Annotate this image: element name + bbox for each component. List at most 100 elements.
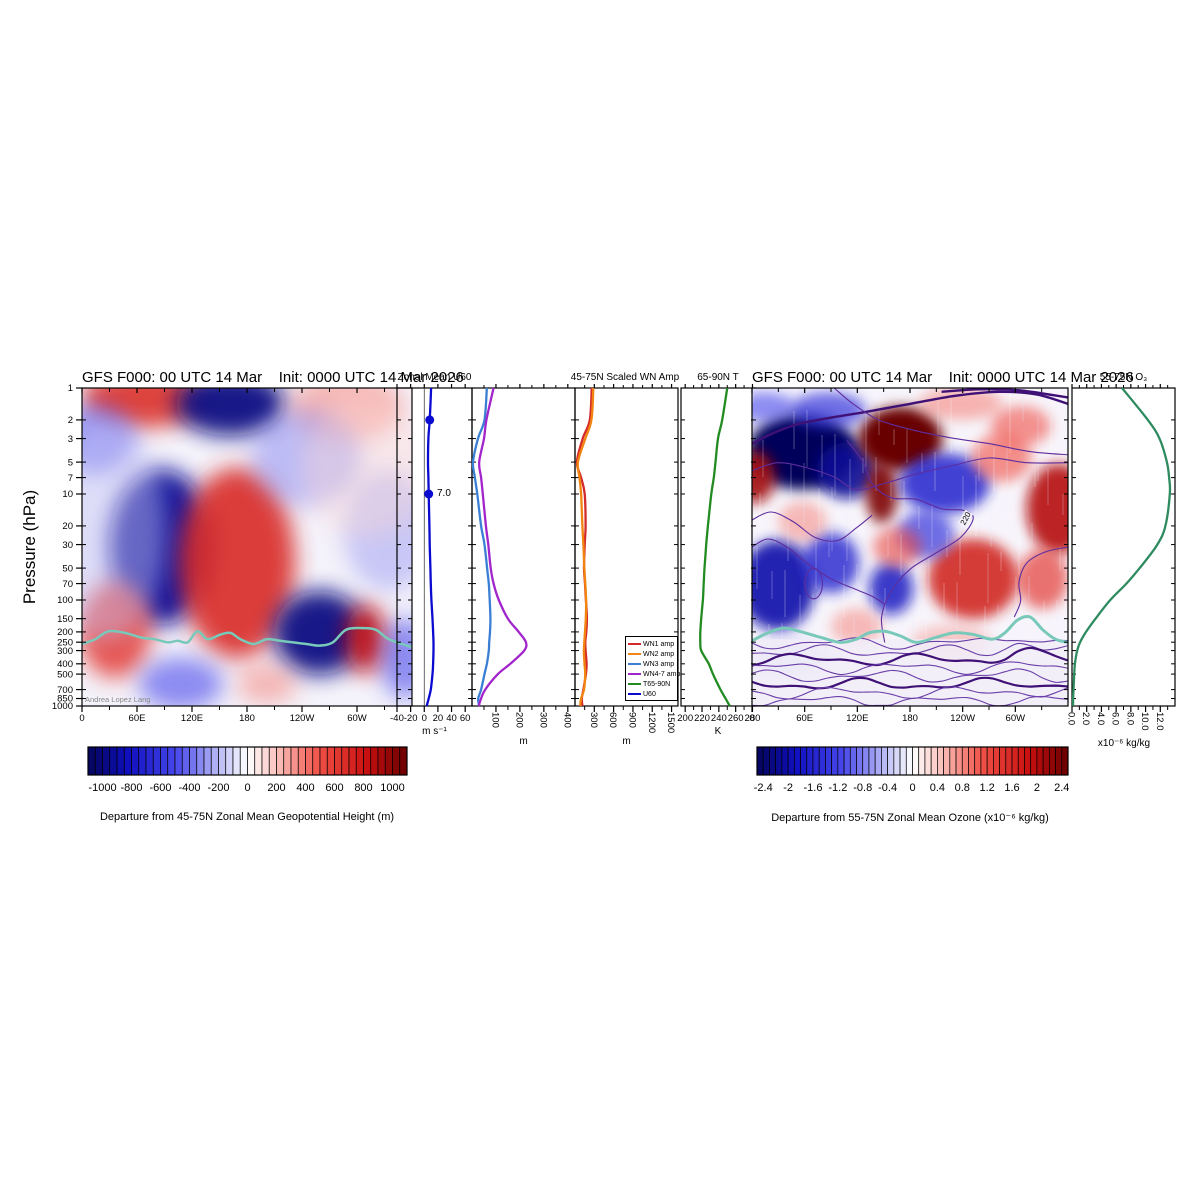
anomaly-blob xyxy=(380,618,412,699)
colorbar-cell xyxy=(377,746,386,776)
anomaly-blob xyxy=(918,388,1003,420)
pressure-tick-label: 400 xyxy=(57,659,73,670)
colorbar-cell xyxy=(189,746,198,776)
grain xyxy=(752,388,754,403)
x-tick-label: 40 xyxy=(446,713,457,724)
ozone_anomaly_map xyxy=(752,388,1068,706)
grain xyxy=(906,428,908,463)
x-tick-label: 100 xyxy=(489,712,500,728)
x-tick-label: 0.0 xyxy=(1066,712,1077,725)
grain xyxy=(1028,576,1030,599)
colorbar-cell xyxy=(218,746,227,776)
x-tick-label: 60E xyxy=(796,713,813,724)
colorbar-cell xyxy=(167,746,176,776)
colorbar-cell xyxy=(756,746,764,776)
colorbar-tick-label: 1.2 xyxy=(979,782,994,794)
colorbar-tick-label: 2 xyxy=(1034,782,1040,794)
lower-temp-contour xyxy=(752,637,1068,650)
grain xyxy=(831,487,833,551)
colorbar-tick-label: -2 xyxy=(783,782,793,794)
pressure-tick-label: 1000 xyxy=(52,701,73,712)
colorbar-cell xyxy=(980,746,988,776)
pressure-tick-label: 150 xyxy=(57,614,73,625)
colorbar-cell xyxy=(116,746,125,776)
lower-temp-contour xyxy=(752,695,1068,706)
colorbar-tick-label: 200 xyxy=(267,782,285,794)
colorbar-cell xyxy=(849,746,857,776)
x-tick-label: 280 xyxy=(745,713,761,724)
anomaly-blob xyxy=(899,453,990,514)
colorbar-tick-label: -1000 xyxy=(88,782,116,794)
anomaly-blob xyxy=(752,392,795,423)
grain xyxy=(937,399,939,435)
pressure-tick-label: 700 xyxy=(57,685,73,696)
colorbar-cell xyxy=(769,746,777,776)
colorbar-cell xyxy=(943,746,951,776)
colorbar-tick-label: 0 xyxy=(909,782,915,794)
colorbar-cell xyxy=(800,746,808,776)
grain xyxy=(793,411,795,449)
colorbar-tick-label: 1.6 xyxy=(1004,782,1019,794)
panel-frame xyxy=(1071,387,1176,707)
x-tick-label: 900 xyxy=(626,712,637,728)
anomaly-blob xyxy=(831,608,882,645)
colorbar-tick-label: 2.4 xyxy=(1054,782,1069,794)
colorbar-cell xyxy=(912,746,920,776)
colorbar-tick-label: 0.4 xyxy=(930,782,945,794)
anomaly-blob xyxy=(858,406,943,471)
grain xyxy=(959,529,961,575)
wn-small-x-unit: m xyxy=(519,736,528,747)
colorbar-tick-label: 800 xyxy=(354,782,372,794)
colorbar-cell xyxy=(881,746,888,776)
pressure-tick-label: 10 xyxy=(62,489,73,500)
colorbar-cell xyxy=(930,746,938,776)
pressure-tick-label: 2 xyxy=(68,415,73,426)
anomaly-blob xyxy=(139,657,223,706)
colorbar-cell xyxy=(225,746,234,776)
temp-contour xyxy=(1013,546,1068,618)
anomaly-blob xyxy=(273,590,366,675)
grain xyxy=(875,457,877,491)
left-figure-title: GFS F000: 00 UTC 14 Mar Init: 0000 UTC 1… xyxy=(82,369,464,386)
legend-row: WN4-7 amp xyxy=(628,669,680,679)
colorbar-cell xyxy=(370,746,379,776)
colorbar-cell xyxy=(174,746,183,776)
lower-temp-contour xyxy=(752,661,1068,676)
colorbar-cell xyxy=(905,746,913,776)
colorbar-cell xyxy=(1055,746,1063,776)
anomaly-blob xyxy=(789,392,866,429)
colorbar-cell xyxy=(1017,746,1025,776)
colorbar-cell xyxy=(856,746,864,776)
colorbar-cell xyxy=(918,746,926,776)
grain xyxy=(853,617,855,641)
legend-row: T65-90N xyxy=(628,679,676,689)
colorbar-tick-label: 1000 xyxy=(380,782,404,794)
colorbar-cell xyxy=(268,746,277,776)
colorbar-tick-label: -1.6 xyxy=(803,782,822,794)
temp-contour xyxy=(752,511,873,542)
grain xyxy=(1000,552,1002,571)
grain xyxy=(884,588,886,613)
wn4-7-amp-curve xyxy=(477,387,528,707)
legend-row: WN2 amp xyxy=(628,649,676,659)
x-tick-label: 60 xyxy=(460,713,471,724)
colorbar-cell xyxy=(232,746,241,776)
colorbar-cell xyxy=(968,746,976,776)
colorbar-frame xyxy=(756,746,1069,776)
pressure-tick-label: 5 xyxy=(68,457,73,468)
colorbar-tick-label: -1.2 xyxy=(828,782,847,794)
anomaly-blob xyxy=(752,540,816,631)
tropopause-line xyxy=(752,614,1068,644)
x-tick-label: 120W xyxy=(950,713,975,724)
x-tick-label: 1500 xyxy=(665,712,676,733)
ozone-colorbar-caption: Departure from 55-75N Zonal Mean Ozone (… xyxy=(771,812,1049,824)
anomaly-blob xyxy=(928,538,1019,619)
temp-contour xyxy=(752,457,1068,491)
wn3-amp-curve xyxy=(471,387,492,707)
grain xyxy=(965,423,967,463)
colorbar-cell xyxy=(392,746,401,776)
legend-row: WN3 amp xyxy=(628,659,676,669)
panel-frame xyxy=(574,387,679,707)
grain xyxy=(1050,416,1052,449)
